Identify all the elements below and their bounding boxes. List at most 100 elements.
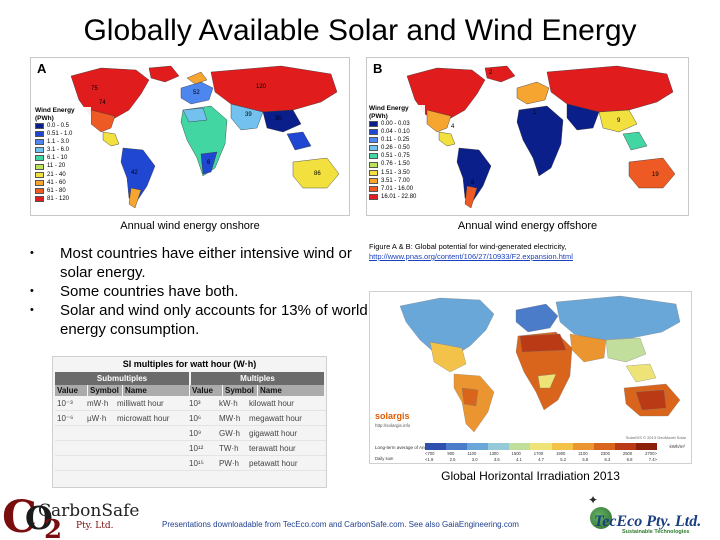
legend-label: 16.01 - 22.80 [381, 193, 417, 200]
legend-swatch [35, 163, 44, 170]
footer-note: Presentations downloadable from TecEco.c… [162, 520, 519, 529]
table-row: 10¹⁵ PW·h petawatt hour [55, 456, 326, 471]
legend-item: 0.11 - 0.25 [369, 136, 425, 144]
scale-tick: 2500 [622, 451, 633, 456]
legend-item: 21 - 40 [35, 171, 91, 179]
legend-item: 7.01 - 16.00 [369, 185, 425, 193]
scale-label: Long-term average of Annual sum [375, 445, 443, 450]
solargis-logo: solargis [375, 411, 410, 421]
legend-swatch [369, 161, 378, 168]
cell-symbol: kW·h [219, 398, 238, 408]
scale-tick: 1100 [467, 451, 477, 456]
bullet-item: • Some countries have both. [28, 282, 368, 301]
col-symbol: Symbol [223, 385, 257, 396]
wind-onshore-map: 75 74 120 39 30 52 86 6 42 A Wind Energy… [30, 57, 350, 216]
figure-note-text: Figure A & B: Global potential for wind-… [369, 242, 567, 251]
col-name: Name [123, 385, 189, 396]
map-a-label: 42 [131, 170, 138, 176]
globe-icon [590, 507, 612, 529]
legend-item: 6.1 - 10 [35, 154, 91, 162]
map-a-label: 120 [256, 84, 267, 90]
map-a-label: 86 [314, 171, 321, 177]
bullet-dot: • [30, 285, 34, 297]
cell-symbol: PW·h [219, 458, 239, 468]
bullet-dot: • [30, 247, 34, 259]
figure-source-link[interactable]: http://www.pnas.org/content/106/27/10933… [369, 252, 573, 261]
col-symbol: Symbol [88, 385, 122, 396]
legend-title: Wind Energy (PWh) [35, 107, 75, 122]
legend-item: 61 - 80 [35, 187, 91, 195]
legend-item: 0.0 - 0.5 [35, 122, 91, 130]
legend-label: 3.51 - 7.00 [381, 177, 410, 184]
cell-name: megawatt hour [249, 413, 302, 423]
bullet-text: Most countries have either intensive win… [60, 245, 352, 281]
map-b-label: 19 [652, 172, 659, 178]
legend-item: 3.1 - 6.0 [35, 146, 91, 154]
map-b-label: 2 [489, 70, 493, 76]
cell-value: 10³ [189, 398, 201, 408]
logo-subtext: Sustainable Technologies [622, 529, 690, 535]
si-multiples-table: SI multiples for watt hour (W·h) Submult… [52, 356, 327, 488]
legend-swatch [35, 123, 44, 130]
scale-swatch [488, 443, 510, 450]
legend-swatch [35, 147, 44, 154]
table-row: 10¹² TW·h terawatt hour [55, 441, 326, 456]
map-a-caption: Annual wind energy onshore [120, 220, 260, 232]
logo-text: CarbonSafe [38, 501, 140, 521]
legend-label: 7.01 - 16.00 [381, 185, 414, 192]
legend-item: 11 - 20 [35, 162, 91, 170]
cell-value: 10⁶ [189, 413, 202, 423]
logo-pty: Pty. Ltd. [76, 521, 114, 531]
scale-tick: 5.2 [560, 457, 567, 462]
legend-title: Wind Energy (PWh) [369, 105, 409, 120]
cell-name: terawatt hour [249, 443, 296, 453]
scale-tick: 4.1 [515, 457, 522, 462]
legend-label: 61 - 80 [47, 187, 66, 194]
map-a-label: 6 [207, 160, 211, 166]
cell-value: 10¹⁵ [189, 458, 204, 468]
legend-swatch [369, 169, 378, 176]
logo-letter-o: O [25, 499, 53, 537]
col-name: Name [258, 385, 324, 396]
panel-letter-b: B [373, 61, 383, 76]
legend-item: 41 - 60 [35, 179, 91, 187]
irradiation-color-scale [425, 443, 658, 450]
map-b-label: 8 [471, 180, 475, 186]
panel-letter-a: A [37, 61, 47, 76]
cell-value: 10¹² [189, 443, 204, 453]
legend-swatch [369, 177, 378, 184]
scale-tick: 2700> [645, 451, 657, 456]
legend-label: 1.1 - 3.0 [47, 139, 70, 146]
legend-swatch [35, 179, 44, 186]
tececo-logo: ✦ TecEco Pty. Ltd. Sustainable Technolog… [572, 493, 720, 540]
cell-name: gigawatt hour [249, 428, 298, 438]
scale-tick: 3.6 [493, 457, 500, 462]
cell-symbol: TW·h [219, 443, 239, 453]
scale-swatch [614, 443, 636, 450]
scale-tick: 3.0 [471, 457, 478, 462]
scale-swatch [593, 443, 615, 450]
legend-swatch [369, 193, 378, 200]
wind-legend-onshore: Wind Energy (PWh) 0.0 - 0.5 0.51 - 1.0 1.1… [35, 107, 91, 203]
legend-swatch [35, 171, 44, 178]
carbonsafe-logo: C O 2 CarbonSafe Pty. Ltd. [0, 492, 150, 540]
legend-label: 11 - 20 [47, 163, 66, 170]
legend-item: 0.51 - 0.75 [369, 152, 425, 160]
legend-label: 81 - 120 [47, 195, 70, 202]
bullet-dot: • [30, 304, 34, 316]
legend-label: 1.51 - 3.50 [381, 169, 410, 176]
col-value: Value [55, 385, 87, 396]
map-a-label: 30 [275, 116, 282, 122]
cell-value: 10⁻⁶ [57, 413, 74, 423]
legend-swatch [369, 145, 378, 152]
bullet-list: • Most countries have either intensive w… [28, 244, 368, 339]
cell-symbol: GW·h [219, 428, 240, 438]
legend-item: 0.51 - 1.0 [35, 130, 91, 138]
legend-swatch [369, 129, 378, 136]
legend-label: 0.51 - 1.0 [47, 131, 73, 138]
scale-swatch [509, 443, 531, 450]
cell-value: 10⁻³ [57, 398, 73, 408]
legend-item: 0.76 - 1.50 [369, 160, 425, 168]
scale-tick: 1900 [556, 451, 566, 456]
scale-tick: 6.8 [626, 457, 633, 462]
